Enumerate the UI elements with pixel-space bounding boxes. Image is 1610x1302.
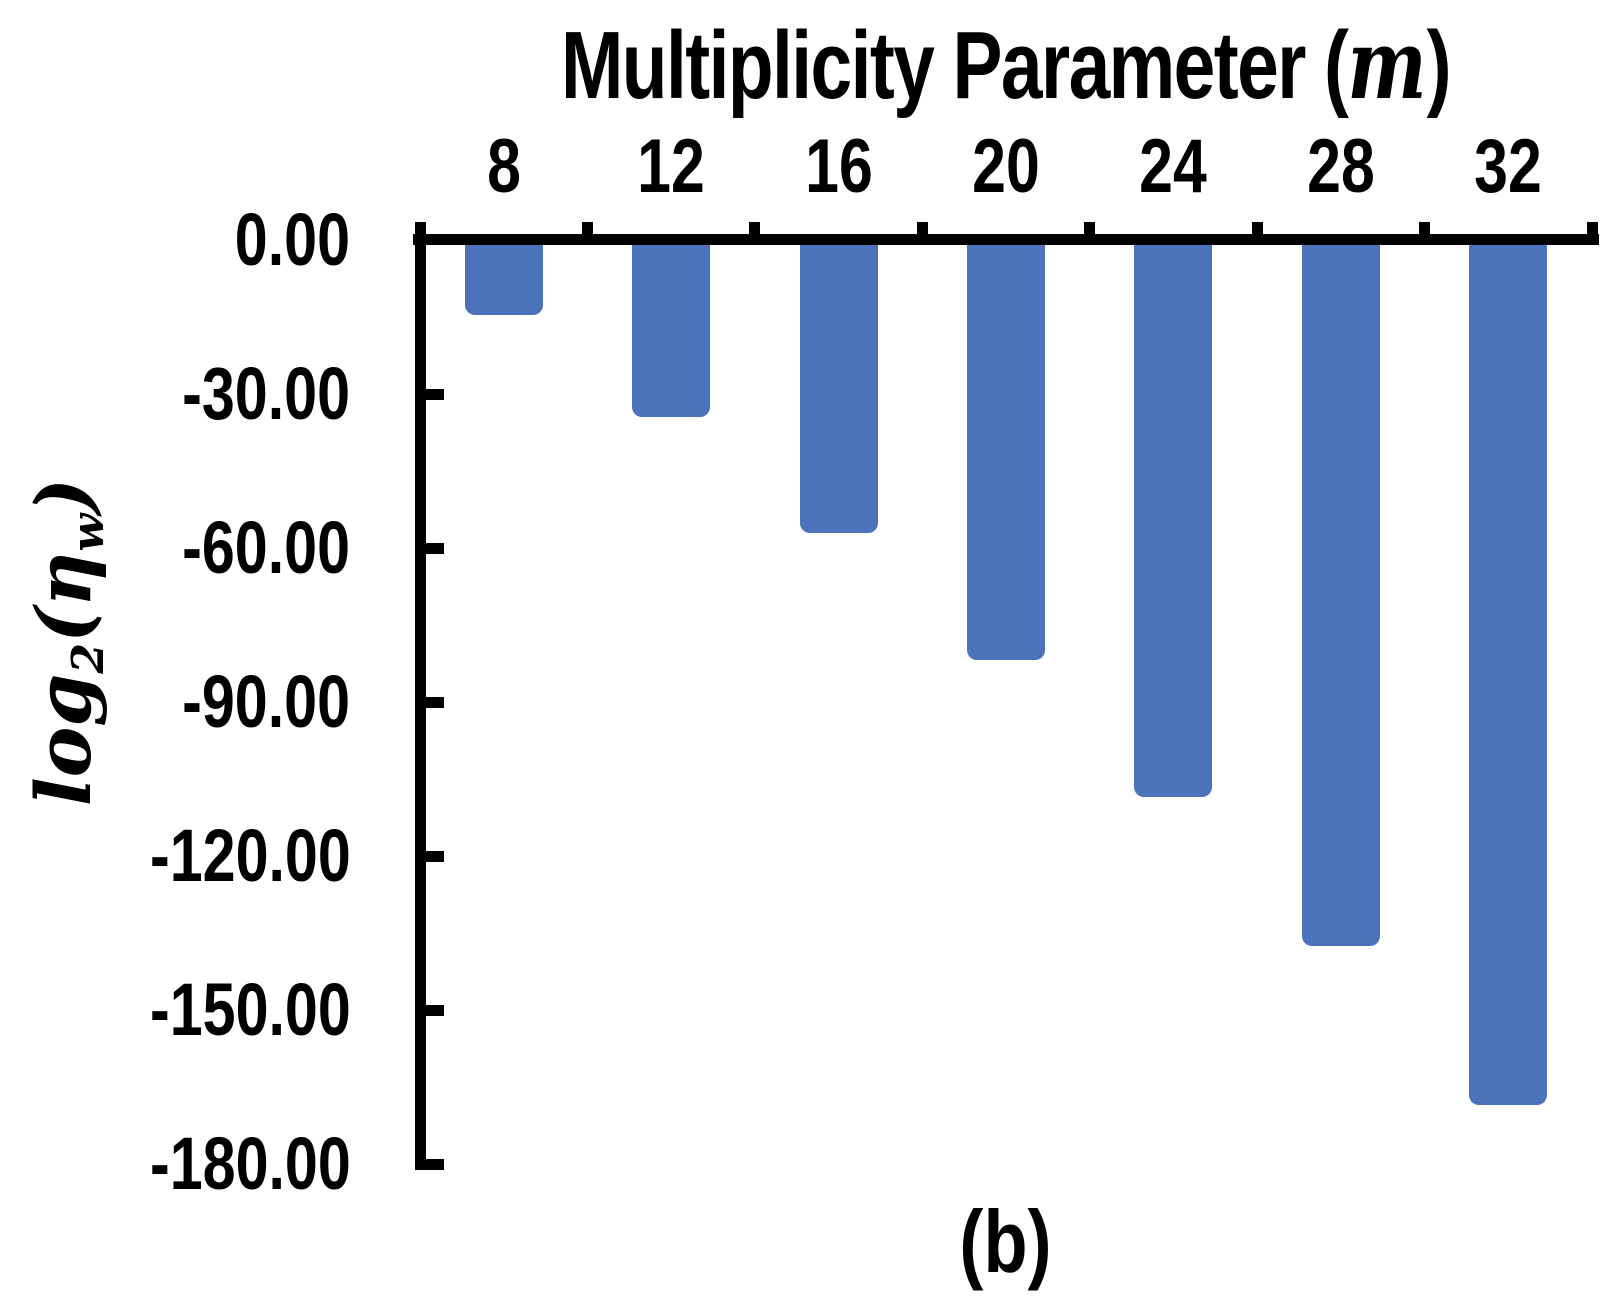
y-tick-label--90.00: -90.00 [182, 660, 350, 743]
y-tick-label--120.00: -120.00 [150, 814, 351, 897]
x-axis-line [413, 234, 1599, 245]
y-axis-line [415, 222, 426, 1170]
x-tick-label-32: 32 [1474, 124, 1543, 209]
bar-m-8 [464, 240, 543, 315]
x-axis-tick [582, 222, 593, 244]
x-axis-tick [1252, 222, 1263, 244]
x-axis-tick [749, 222, 760, 244]
y-axis-tick [426, 1005, 444, 1016]
y-axis-title-func-subscript: 2 [63, 642, 115, 674]
figure-caption: (b) [959, 1192, 1052, 1291]
bar-m-32 [1469, 240, 1548, 1105]
x-axis-title-suffix: ) [1426, 12, 1452, 119]
bar-m-20 [967, 240, 1045, 660]
x-tick-label-28: 28 [1307, 124, 1375, 209]
bar-m-12 [632, 240, 711, 417]
x-axis-tick [1419, 222, 1430, 244]
y-tick-label--150.00: -150.00 [150, 968, 351, 1051]
x-axis-title: Multiplicity Parameter (m) [543, 12, 1467, 119]
x-tick-label-16: 16 [804, 124, 873, 209]
x-axis-title-variable: m [1347, 8, 1427, 121]
y-axis-title: log2(ηw) [8, 392, 120, 892]
x-axis-tick [1587, 222, 1598, 244]
x-tick-label-12: 12 [637, 124, 705, 209]
x-axis-tick [1084, 222, 1095, 244]
y-tick-label-0.00: 0.00 [234, 198, 350, 281]
bar-m-24 [1134, 240, 1213, 797]
y-axis-title-symbol-subscript: w [63, 513, 115, 552]
y-axis-title-close-paren: ) [19, 477, 108, 514]
bar-m-28 [1301, 240, 1380, 946]
y-axis-title-symbol: η [19, 551, 108, 607]
y-axis-tick [426, 389, 444, 400]
x-tick-label-20: 20 [972, 124, 1040, 209]
x-axis-tick [917, 222, 928, 244]
x-tick-label-24: 24 [1139, 124, 1208, 209]
y-axis-tick [426, 1159, 444, 1170]
y-tick-label--180.00: -180.00 [150, 1122, 351, 1205]
bar-m-16 [799, 240, 878, 533]
y-axis-tick [426, 543, 444, 554]
y-axis-tick [426, 697, 444, 708]
y-tick-label--30.00: -30.00 [182, 352, 350, 435]
x-axis-title-text: Multiplicity Parameter ( [560, 12, 1349, 119]
x-tick-label-8: 8 [486, 124, 521, 209]
y-axis-tick [426, 851, 444, 862]
y-axis-title-func: log [19, 673, 108, 807]
y-axis-title-open-paren: ( [19, 606, 108, 643]
y-tick-label--60.00: -60.00 [182, 506, 350, 589]
